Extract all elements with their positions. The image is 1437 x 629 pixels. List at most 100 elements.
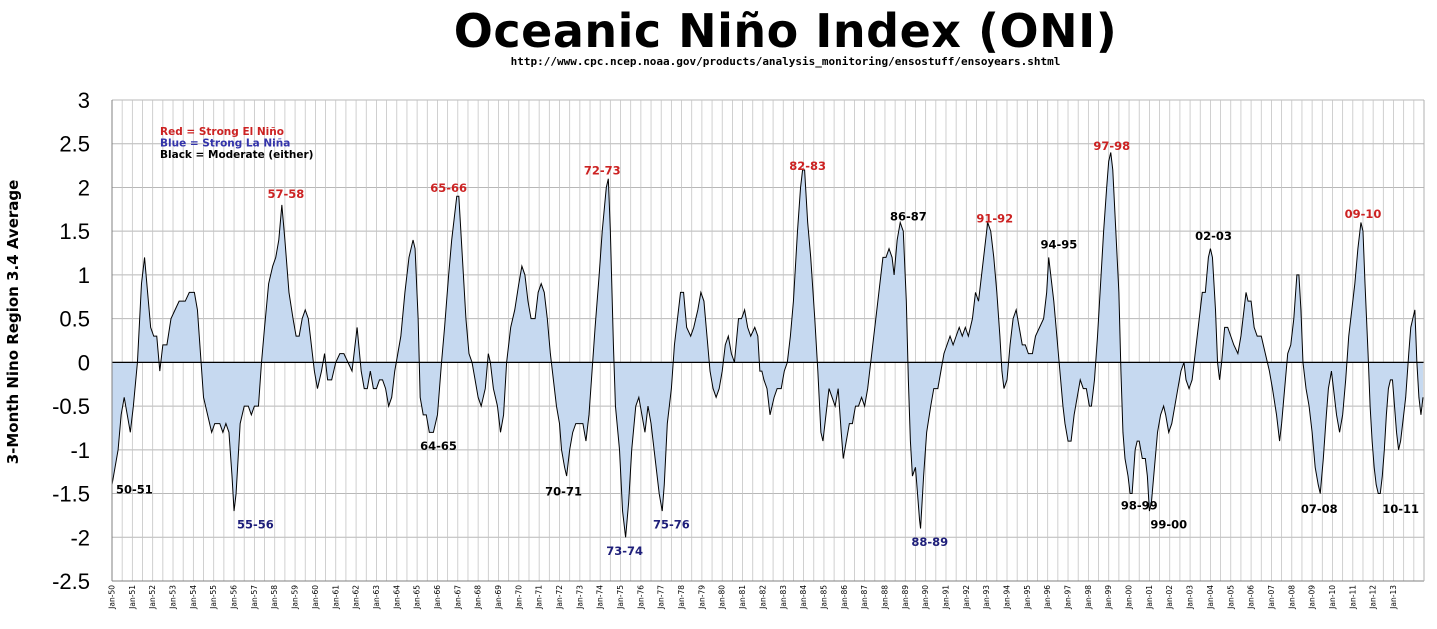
y-tick-label: -0.5 — [52, 394, 90, 419]
x-tick-label: Jan-11 — [1348, 585, 1357, 610]
x-tick-label: Jan-91 — [941, 585, 950, 610]
x-tick-label: Jan-05 — [1226, 585, 1235, 610]
x-tick-label: Jan-54 — [189, 585, 198, 610]
y-tick-label: -1.5 — [52, 482, 90, 507]
event-label: 88-89 — [911, 535, 948, 549]
x-tick-label: Jan-64 — [392, 585, 401, 610]
grid — [111, 99, 1425, 582]
x-tick-label: Jan-84 — [799, 585, 808, 610]
y-tick-label: -2.5 — [52, 569, 90, 594]
event-label: 65-66 — [430, 181, 467, 195]
x-tick-label: Jan-50 — [108, 585, 117, 610]
event-label: 64-65 — [420, 439, 457, 453]
event-label: 57-58 — [268, 187, 305, 201]
x-tick-label: Jan-80 — [718, 585, 727, 610]
event-label: 50-51 — [116, 483, 153, 497]
event-label: 91-92 — [976, 211, 1013, 225]
x-tick-label: Jan-73 — [575, 585, 584, 610]
event-label: 75-76 — [653, 518, 690, 532]
event-label: 72-73 — [584, 163, 621, 177]
event-label: 82-83 — [789, 159, 826, 173]
y-tick-labels: 3 2.5 2 1.5 1 0.5 0 -0.5 -1 -1.5 -2 -2.5 — [52, 88, 90, 594]
x-tick-label: Jan-72 — [555, 585, 564, 610]
x-tick-label: Jan-87 — [860, 585, 869, 610]
x-tick-label: Jan-52 — [148, 585, 157, 610]
x-tick-label: Jan-75 — [616, 585, 625, 610]
x-tick-label: Jan-83 — [779, 585, 788, 610]
x-tick-label: Jan-82 — [758, 585, 767, 610]
event-label: 99-00 — [1150, 518, 1187, 532]
legend-entry: Black = Moderate (either) — [160, 149, 313, 161]
x-tick-label: Jan-55 — [209, 585, 218, 610]
axes — [111, 100, 1425, 582]
y-tick-label: 0.5 — [59, 307, 90, 332]
event-label: 02-03 — [1195, 229, 1232, 243]
event-label: 98-99 — [1121, 498, 1158, 512]
y-axis-label: 3-Month Nino Region 3.4 Average — [4, 180, 22, 465]
annotations: 50-51 55-56 57-58 64-65 65-66 70-71 72-73 73-74… — [116, 139, 1419, 558]
x-tick-label: Jan-06 — [1247, 585, 1256, 610]
x-tick-label: Jan-01 — [1145, 585, 1154, 610]
y-tick-label: 0 — [78, 350, 90, 375]
x-tick-label: Jan-93 — [982, 585, 991, 610]
y-tick-label: 1.5 — [59, 219, 90, 244]
x-tick-label: Jan-59 — [291, 585, 300, 610]
x-tick-label: Jan-04 — [1206, 585, 1215, 610]
x-tick-label: Jan-65 — [413, 585, 422, 610]
x-tick-label: Jan-89 — [901, 585, 910, 610]
area-layer — [111, 152, 1424, 538]
x-tick-label: Jan-66 — [433, 585, 442, 610]
x-tick-label: Jan-62 — [352, 585, 361, 610]
x-tick-label: Jan-95 — [1023, 585, 1032, 610]
x-tick-label: Jan-68 — [474, 585, 483, 610]
x-tick-label: Jan-09 — [1308, 585, 1317, 610]
x-tick-label: Jan-69 — [494, 585, 503, 610]
x-tick-label: Jan-78 — [677, 585, 686, 610]
legend-entry: Red = Strong El Niño — [160, 126, 284, 138]
x-tick-label: Jan-94 — [1003, 585, 1012, 610]
x-tick-label: Jan-00 — [1125, 585, 1134, 610]
x-tick-label: Jan-12 — [1369, 585, 1378, 610]
y-tick-label: 1 — [78, 263, 90, 288]
x-tick-label: Jan-81 — [738, 585, 747, 610]
event-label: 70-71 — [545, 484, 582, 498]
x-tick-label: Jan-76 — [636, 585, 645, 610]
legend-entry: Blue = Strong La Niña — [160, 138, 290, 150]
event-label: 10-11 — [1382, 502, 1419, 516]
x-tick-label: Jan-67 — [453, 585, 462, 610]
x-tick-label: Jan-88 — [880, 585, 889, 610]
y-tick-label: 2 — [78, 175, 90, 200]
y-tick-label: -1 — [70, 438, 90, 463]
x-tick-label: Jan-08 — [1287, 585, 1296, 610]
y-tick-label: 3 — [78, 88, 90, 113]
y-tick-label: 2.5 — [59, 132, 90, 157]
event-label: 55-56 — [237, 518, 274, 532]
event-label: 97-98 — [1093, 139, 1130, 153]
oni-series-line — [111, 152, 1424, 538]
event-label: 86-87 — [890, 210, 927, 224]
x-tick-label: Jan-77 — [657, 585, 666, 610]
event-label: 94-95 — [1040, 238, 1077, 252]
x-tick-label: Jan-63 — [372, 585, 381, 610]
x-tick-label: Jan-96 — [1043, 585, 1052, 610]
x-tick-label: Jan-61 — [331, 585, 340, 610]
x-tick-label: Jan-99 — [1104, 585, 1113, 610]
x-tick-label: Jan-13 — [1389, 585, 1398, 610]
event-label: 09-10 — [1345, 207, 1382, 221]
x-tick-label: Jan-58 — [270, 585, 279, 610]
x-tick-label: Jan-60 — [311, 585, 320, 610]
x-tick-label: Jan-86 — [840, 585, 849, 610]
x-tick-label: Jan-70 — [514, 585, 523, 610]
x-tick-label: Jan-03 — [1186, 585, 1195, 610]
x-tick-label: Jan-90 — [921, 585, 930, 610]
y-tick-label: -2 — [70, 525, 90, 550]
x-tick-label: Jan-92 — [962, 585, 971, 610]
x-tick-label: Jan-51 — [128, 585, 137, 610]
event-label: 73-74 — [606, 544, 643, 558]
x-tick-label: Jan-07 — [1267, 585, 1276, 610]
x-tick-label: Jan-79 — [697, 585, 706, 610]
x-tick-label: Jan-53 — [169, 585, 178, 610]
x-tick-label: Jan-10 — [1328, 585, 1337, 610]
